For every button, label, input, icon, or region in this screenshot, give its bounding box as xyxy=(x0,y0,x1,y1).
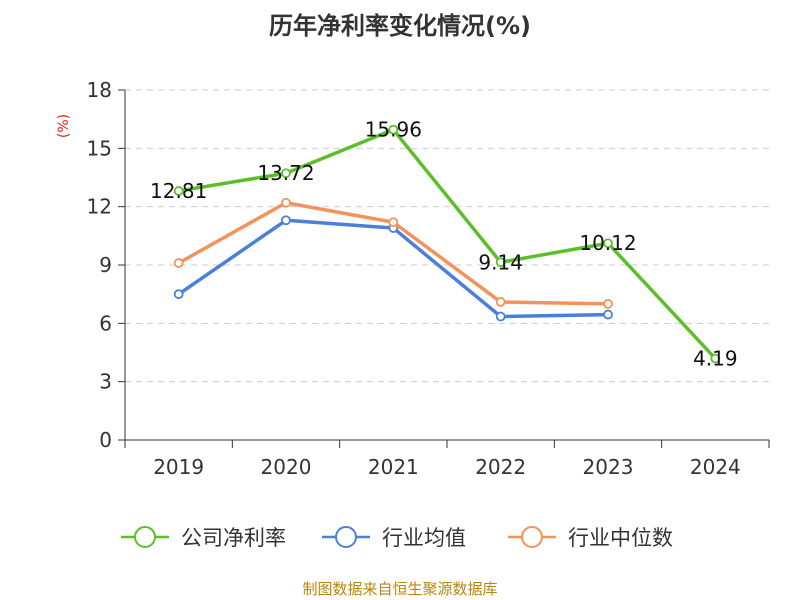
y-tick-label: 9 xyxy=(99,253,112,277)
data-point xyxy=(173,258,184,268)
data-labels: 12.81 13.72 15.96 9.14 10.12 4.19 xyxy=(150,118,738,371)
y-tick-label: 15 xyxy=(87,136,112,160)
data-label: 9.14 xyxy=(478,250,523,274)
legend-swatch-marker xyxy=(521,526,543,548)
axes: 0 3 6 9 12 15 18 2019 2020 2021 2022 2023 2024 xyxy=(87,78,770,479)
data-point xyxy=(388,217,399,228)
legend: 公司净利率 行业均值 行业中位数 xyxy=(121,526,673,550)
legend-label: 行业中位数 xyxy=(568,526,673,550)
legend-item: 行业均值 xyxy=(322,526,466,550)
data-label: 13.72 xyxy=(257,161,314,185)
data-label: 4.19 xyxy=(693,347,738,371)
data-point xyxy=(281,215,291,226)
source-note: 制图数据来自恒生聚源数据库 xyxy=(302,580,497,598)
data-point xyxy=(603,238,613,249)
x-tick-label: 2023 xyxy=(583,455,634,479)
gridlines xyxy=(125,89,769,383)
x-tick-label: 2024 xyxy=(690,455,741,479)
data-point xyxy=(710,353,721,364)
x-tick-label: 2021 xyxy=(368,455,419,479)
y-tick-label: 0 xyxy=(99,428,112,452)
data-point xyxy=(281,197,291,208)
series-layer xyxy=(173,124,721,364)
data-point xyxy=(281,168,291,179)
data-label: 15.96 xyxy=(365,118,422,142)
series-line-0 xyxy=(176,127,718,361)
legend-swatch-marker xyxy=(335,526,357,548)
x-tick-label: 2019 xyxy=(153,455,204,479)
legend-label: 公司净利率 xyxy=(181,526,286,550)
y-tick-label: 12 xyxy=(87,195,112,219)
y-axis-unit: (%) xyxy=(56,114,72,138)
data-point xyxy=(603,309,613,320)
data-label: 12.81 xyxy=(150,179,207,203)
data-point xyxy=(495,311,506,322)
data-point xyxy=(495,257,506,268)
data-point xyxy=(388,124,399,135)
data-point xyxy=(173,289,184,300)
data-point xyxy=(603,298,613,309)
chart-title: 历年净利率变化情况(%) xyxy=(269,12,531,40)
legend-label: 行业均值 xyxy=(382,526,466,550)
legend-swatch-marker xyxy=(134,526,156,548)
legend-item: 行业中位数 xyxy=(508,526,673,550)
y-tick-label: 3 xyxy=(99,370,112,394)
y-tick-label: 18 xyxy=(87,78,112,102)
x-tick-label: 2022 xyxy=(475,455,526,479)
y-tick-label: 6 xyxy=(99,311,112,335)
x-tick-label: 2020 xyxy=(261,455,312,479)
legend-item: 公司净利率 xyxy=(121,526,286,550)
data-point xyxy=(495,297,506,307)
data-label: 10.12 xyxy=(579,231,636,255)
data-point xyxy=(173,186,184,196)
